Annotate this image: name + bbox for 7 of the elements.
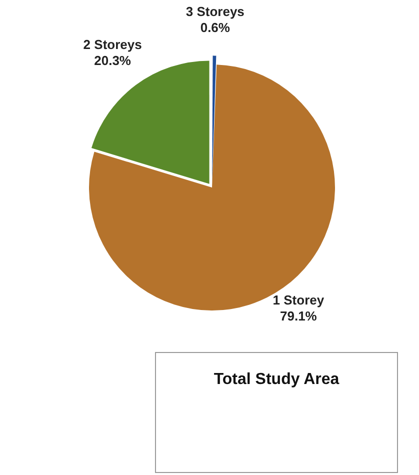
data-label: 20.3% <box>94 52 132 68</box>
slice-label: 3 Storeys <box>186 4 244 20</box>
slice-label: 1 Storey <box>272 292 325 308</box>
data-label: 0.6% <box>200 20 230 36</box>
data-label: 79.1% <box>280 308 318 324</box>
slice-label: 2 Storeys <box>83 36 142 52</box>
text: Total Study Area <box>212 371 340 389</box>
